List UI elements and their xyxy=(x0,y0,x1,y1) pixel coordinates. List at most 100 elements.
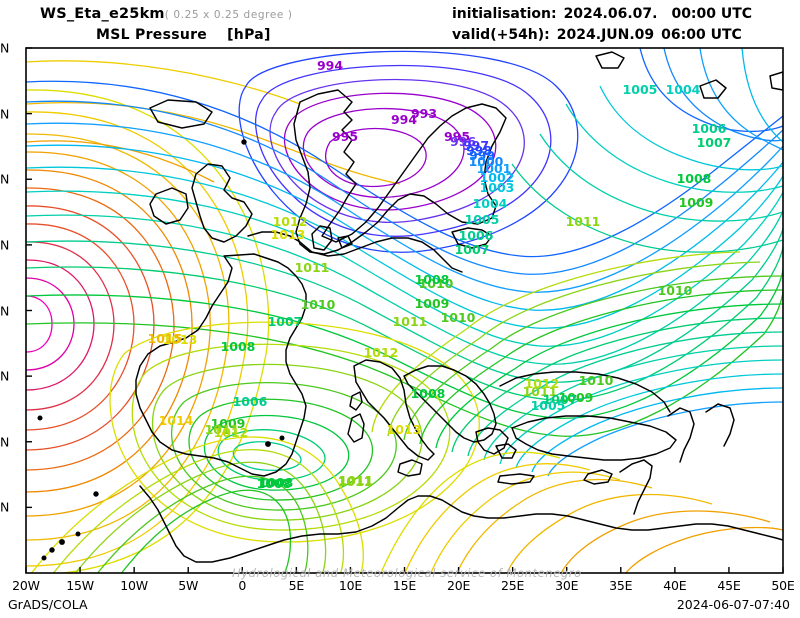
x-axis-tick-label: 50E xyxy=(771,578,795,593)
contour-value-label: 1006 xyxy=(233,394,268,409)
producer-credit: GrADS/COLA xyxy=(8,597,88,612)
y-axis-tick-label: N xyxy=(0,368,10,384)
contour-value-label: 1007 xyxy=(268,314,303,329)
contour-value-label: 1012 xyxy=(364,345,399,360)
y-axis-tick-label: N xyxy=(0,40,10,56)
contour-value-label: 1010 xyxy=(658,283,693,298)
contour-value-label: 1009 xyxy=(679,195,714,210)
contour-value-label: 1011 xyxy=(566,214,601,229)
contour-value-label: 1010 xyxy=(441,310,476,325)
contour-value-label: 1005 xyxy=(623,82,658,97)
contour-value-label: 1011 xyxy=(339,473,374,488)
generation-timestamp: 2024-06-07-07:40 xyxy=(676,597,790,612)
map-panel: 994 994 993 995 995 996 997 998 999 1000 1001 1002 1… xyxy=(0,46,800,575)
valid-time: 06:00 UTC xyxy=(661,27,742,43)
contour-value-label: 1005 xyxy=(531,398,566,413)
contour-value-label: 1010 xyxy=(419,276,454,291)
initialisation-label: initialisation: xyxy=(452,6,557,22)
x-axis-tick-label: 15E xyxy=(392,578,417,593)
contour-value-label: 1003 xyxy=(480,180,515,195)
contour-value-label: 1015 xyxy=(148,331,183,346)
contour-value-label: 1011 xyxy=(393,314,428,329)
contour-value-label: 1005 xyxy=(465,212,500,227)
x-axis-tick-label: 10E xyxy=(338,578,363,593)
valid-line: valid(+54h): 2024.JUN.09 06:00 UTC xyxy=(452,27,742,43)
eastern-contours xyxy=(511,48,783,253)
y-axis-tick-label: N xyxy=(0,434,10,450)
contour-value-label: 995 xyxy=(444,129,470,144)
initialisation-line: initialisation: 2024.06.07. 00:00 UTC xyxy=(452,6,752,22)
contour-value-label: 1012 xyxy=(273,214,308,229)
contour-value-label: 1007 xyxy=(455,242,490,257)
x-axis-tick-label: 15W xyxy=(66,578,94,593)
valid-date: 2024.JUN.09 xyxy=(556,27,655,43)
west-med-low-contours xyxy=(109,321,480,543)
contour-value-label: 1011 xyxy=(338,474,373,489)
contour-value-label: 1007 xyxy=(543,392,578,407)
y-axis-tick-label: N xyxy=(0,237,10,253)
contour-value-label: 993 xyxy=(411,106,437,121)
zonal-flow-contours xyxy=(26,80,783,437)
contour-value-label: 1008 xyxy=(415,272,450,287)
contour-value-label: 1000 xyxy=(469,154,504,169)
model-name: WS_Eta_e25km xyxy=(40,6,165,22)
field-title: MSL Pressure [hPa] xyxy=(96,27,271,43)
contour-value-label: 994 xyxy=(317,58,343,73)
field-name: MSL Pressure xyxy=(96,27,208,43)
x-axis-tick-label: 20W xyxy=(12,578,40,593)
contour-value-label: 1013 xyxy=(387,422,422,437)
contour-value-label: 1006 xyxy=(459,228,494,243)
contour-value-label: 1008 xyxy=(259,475,294,490)
contour-value-label: 1011 xyxy=(295,260,330,275)
valid-label: valid(+54h): xyxy=(452,27,550,43)
contour-value-label: 1008 xyxy=(411,386,446,401)
y-axis-tick-label: N xyxy=(0,106,10,122)
contour-value-label: 1007 xyxy=(697,135,732,150)
model-title: WS_Eta_e25km( 0.25 x 0.25 degree ) xyxy=(40,6,293,22)
x-axis-tick-label: 40E xyxy=(663,578,687,593)
y-axis-tick-label: N xyxy=(0,303,10,318)
y-axis-tick-label: N xyxy=(0,171,10,187)
contour-value-label: 1008 xyxy=(257,476,292,491)
initialisation-date: 2024.06.07. xyxy=(563,6,658,22)
contour-value-label: 995 xyxy=(332,129,358,144)
contour-value-label: 1012 xyxy=(214,425,249,440)
watermark: Hydrological and Meteorological service … xyxy=(232,566,582,580)
model-resolution: ( 0.25 x 0.25 degree ) xyxy=(164,9,293,21)
contour-value-label: 1009 xyxy=(559,390,594,405)
x-axis-tick-label: 5E xyxy=(288,578,305,593)
contour-value-label: 1006 xyxy=(692,121,727,136)
contour-value-label: 1008 xyxy=(221,339,256,354)
x-axis-tick-label: 45E xyxy=(717,578,741,593)
x-axis-tick-label: 30E xyxy=(555,578,579,593)
north-africa-contours xyxy=(30,436,783,573)
contour-value-label: 999 xyxy=(469,148,495,163)
contour-value-label: 994 xyxy=(391,112,417,127)
contour-value-label: 1012 xyxy=(525,376,560,391)
contour-value-label: 1011 xyxy=(205,422,240,437)
contour-value-label: 997 xyxy=(463,138,489,153)
x-axis-tick-label: 0 xyxy=(238,578,247,593)
contour-value-label: 1004 xyxy=(666,82,701,97)
contour-value-label: 1004 xyxy=(473,196,508,211)
chart-header: WS_Eta_e25km( 0.25 x 0.25 degree ) MSL P… xyxy=(0,0,800,46)
axis-ticks xyxy=(25,47,784,573)
contour-value-label: 1011 xyxy=(523,384,558,399)
contour-value-label: 1013 xyxy=(271,227,306,242)
contour-value-label: 1008 xyxy=(677,171,712,186)
contour-value-label: 1002 xyxy=(480,170,515,185)
contour-value-label: 1009 xyxy=(211,416,246,431)
y-axis-tick-label: N xyxy=(0,499,10,515)
contour-value-label: 1001 xyxy=(477,161,512,176)
field-units: [hPa] xyxy=(227,27,271,43)
coastline-layer xyxy=(37,51,783,563)
contour-value-label: 1010 xyxy=(301,297,336,312)
contour-value-label: 1010 xyxy=(579,373,614,388)
initialisation-time: 00:00 UTC xyxy=(671,6,753,22)
x-axis-tick-label: 5W xyxy=(178,578,199,593)
x-axis-tick-label: 10W xyxy=(120,578,148,593)
